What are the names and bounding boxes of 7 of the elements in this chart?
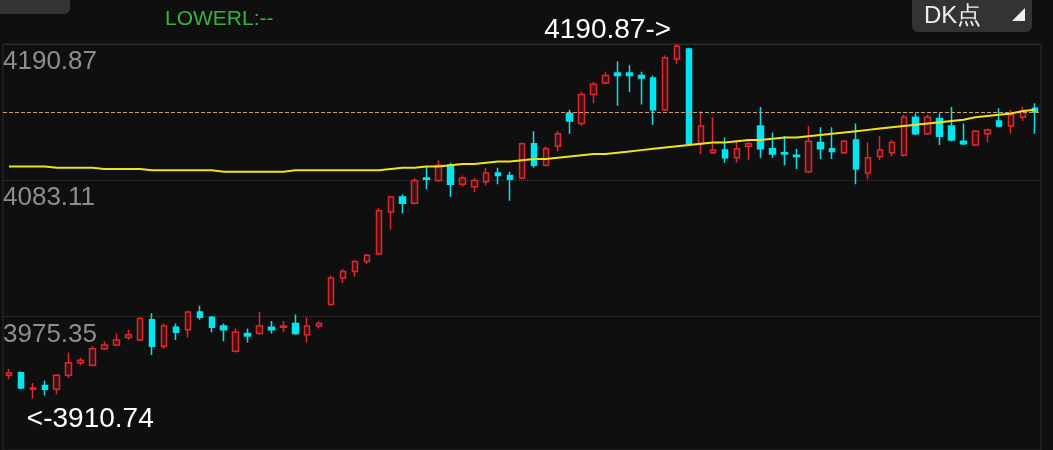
y-tick-label: 4083.11 [3, 181, 96, 212]
text: 4190.87-> [544, 12, 672, 44]
y-tick-label: 4190.87 [3, 45, 97, 75]
text: DK点 [924, 1, 982, 28]
annotation: <-3910.74 [26, 401, 154, 433]
y-tick-label: 3975.35 [3, 317, 97, 348]
text: LOWERL:-- [165, 6, 274, 30]
